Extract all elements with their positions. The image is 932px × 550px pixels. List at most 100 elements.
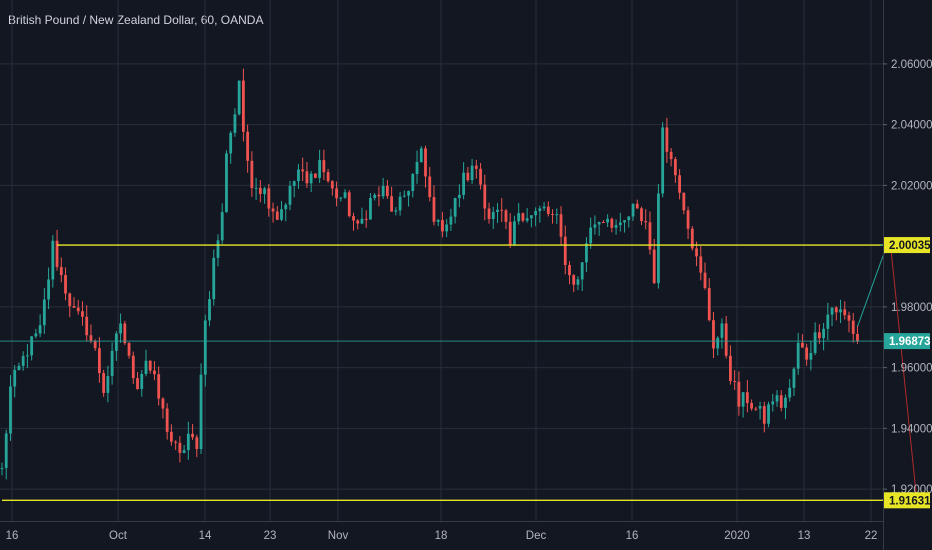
candle-body-161 [682, 192, 686, 211]
candle-body-17 [72, 306, 76, 308]
candle-body-50 [212, 257, 216, 300]
candle-body-7 [30, 336, 34, 356]
candle-body-132 [559, 214, 563, 237]
candle-body-177 [750, 403, 753, 409]
candle-body-131 [555, 214, 559, 216]
candle-body-78 [330, 181, 334, 189]
candle-body-42 [178, 442, 182, 453]
candle-body-68 [288, 185, 292, 205]
candle-body-13 [55, 240, 59, 267]
current-price-tag-label: 1.96873 [889, 336, 931, 348]
candle-body-121 [513, 221, 516, 245]
candle-body-139 [589, 227, 593, 244]
y-tick-label-5: 1.94000 [891, 423, 932, 435]
candle-body-41 [174, 441, 178, 443]
candle-body-38 [161, 398, 165, 409]
candle-body-66 [280, 209, 283, 220]
candle-body-34 [144, 360, 148, 374]
candle-body-82 [347, 192, 351, 217]
candle-body-165 [699, 256, 703, 273]
candle-body-124 [525, 218, 529, 221]
candle-body-98 [415, 161, 419, 175]
candle-body-84 [356, 220, 360, 224]
candle-body-69 [292, 181, 296, 186]
candle-body-58 [246, 131, 250, 161]
candle-body-110 [466, 172, 470, 181]
candle-body-134 [568, 265, 571, 276]
candle-body-133 [563, 236, 567, 266]
candle-body-61 [258, 187, 262, 195]
candle-body-117 [496, 209, 499, 212]
candle-body-31 [131, 355, 135, 379]
candle-body-168 [712, 320, 715, 349]
candle-body-74 [313, 173, 317, 178]
candle-body-176 [745, 392, 749, 404]
candle-body-167 [707, 287, 711, 321]
y-tick-label-0: 2.06000 [891, 59, 932, 71]
candle-body-87 [369, 198, 372, 220]
candle-body-127 [538, 208, 542, 212]
candle-body-193 [817, 332, 821, 339]
x-tick-label-3: 23 [264, 530, 277, 542]
candle-body-129 [546, 206, 550, 214]
candle-body-72 [305, 171, 309, 184]
candle-body-126 [534, 211, 538, 216]
candle-body-166 [703, 272, 707, 288]
candle-body-173 [733, 381, 737, 383]
candle-body-5 [21, 356, 25, 366]
candle-body-6 [26, 355, 29, 357]
candle-body-81 [343, 192, 347, 198]
candle-body-1 [4, 433, 8, 469]
candle-body-147 [623, 220, 626, 223]
candle-body-104 [441, 219, 444, 232]
candle-body-15 [64, 275, 67, 294]
candle-body-185 [784, 397, 787, 408]
candle-body-20 [85, 316, 89, 336]
candle-body-163 [690, 228, 694, 249]
candle-body-33 [140, 373, 144, 390]
candle-body-178 [754, 408, 758, 410]
lower-level-tag-bg [884, 492, 930, 509]
candle-body-200 [847, 315, 851, 321]
upper-level-tag-bg [884, 237, 930, 254]
x-tick-label-0: 16 [6, 530, 19, 542]
candle-body-100 [424, 148, 427, 177]
candle-body-102 [432, 197, 436, 222]
candle-body-49 [208, 299, 211, 321]
candle-body-103 [436, 219, 440, 222]
candle-body-94 [398, 196, 402, 211]
candle-body-95 [402, 195, 406, 197]
candle-body-85 [360, 218, 364, 224]
candle-body-141 [597, 222, 601, 225]
upper-level-tag-label: 2.00035 [889, 240, 931, 252]
candle-body-172 [729, 355, 732, 382]
candle-body-181 [767, 404, 770, 424]
candle-body-24 [102, 373, 106, 393]
candle-body-182 [771, 401, 775, 405]
candle-body-28 [119, 323, 122, 334]
x-tick-label-7: 16 [626, 530, 639, 542]
candle-body-83 [352, 216, 355, 221]
candle-body-76 [322, 160, 326, 173]
candle-body-36 [153, 370, 156, 375]
candle-body-96 [407, 191, 410, 196]
candle-body-140 [593, 224, 597, 228]
chart-title: British Pound / New Zealand Dollar, 60, … [8, 13, 264, 27]
candle-body-67 [284, 204, 288, 210]
candle-body-154 [652, 249, 656, 284]
candle-body-197 [834, 307, 838, 313]
candle-body-11 [47, 279, 50, 300]
candle-body-21 [89, 335, 93, 341]
grid-lines [0, 0, 883, 521]
y-tick-label-3: 1.98000 [891, 302, 932, 314]
candle-body-183 [775, 395, 779, 402]
candle-body-198 [839, 309, 842, 313]
candle-body-128 [542, 206, 546, 209]
candle-body-194 [822, 328, 825, 339]
candle-body-122 [517, 213, 521, 222]
candle-body-47 [199, 374, 203, 450]
candle-body-149 [631, 203, 635, 217]
candle-body-35 [148, 360, 152, 371]
candle-body-44 [186, 433, 190, 451]
